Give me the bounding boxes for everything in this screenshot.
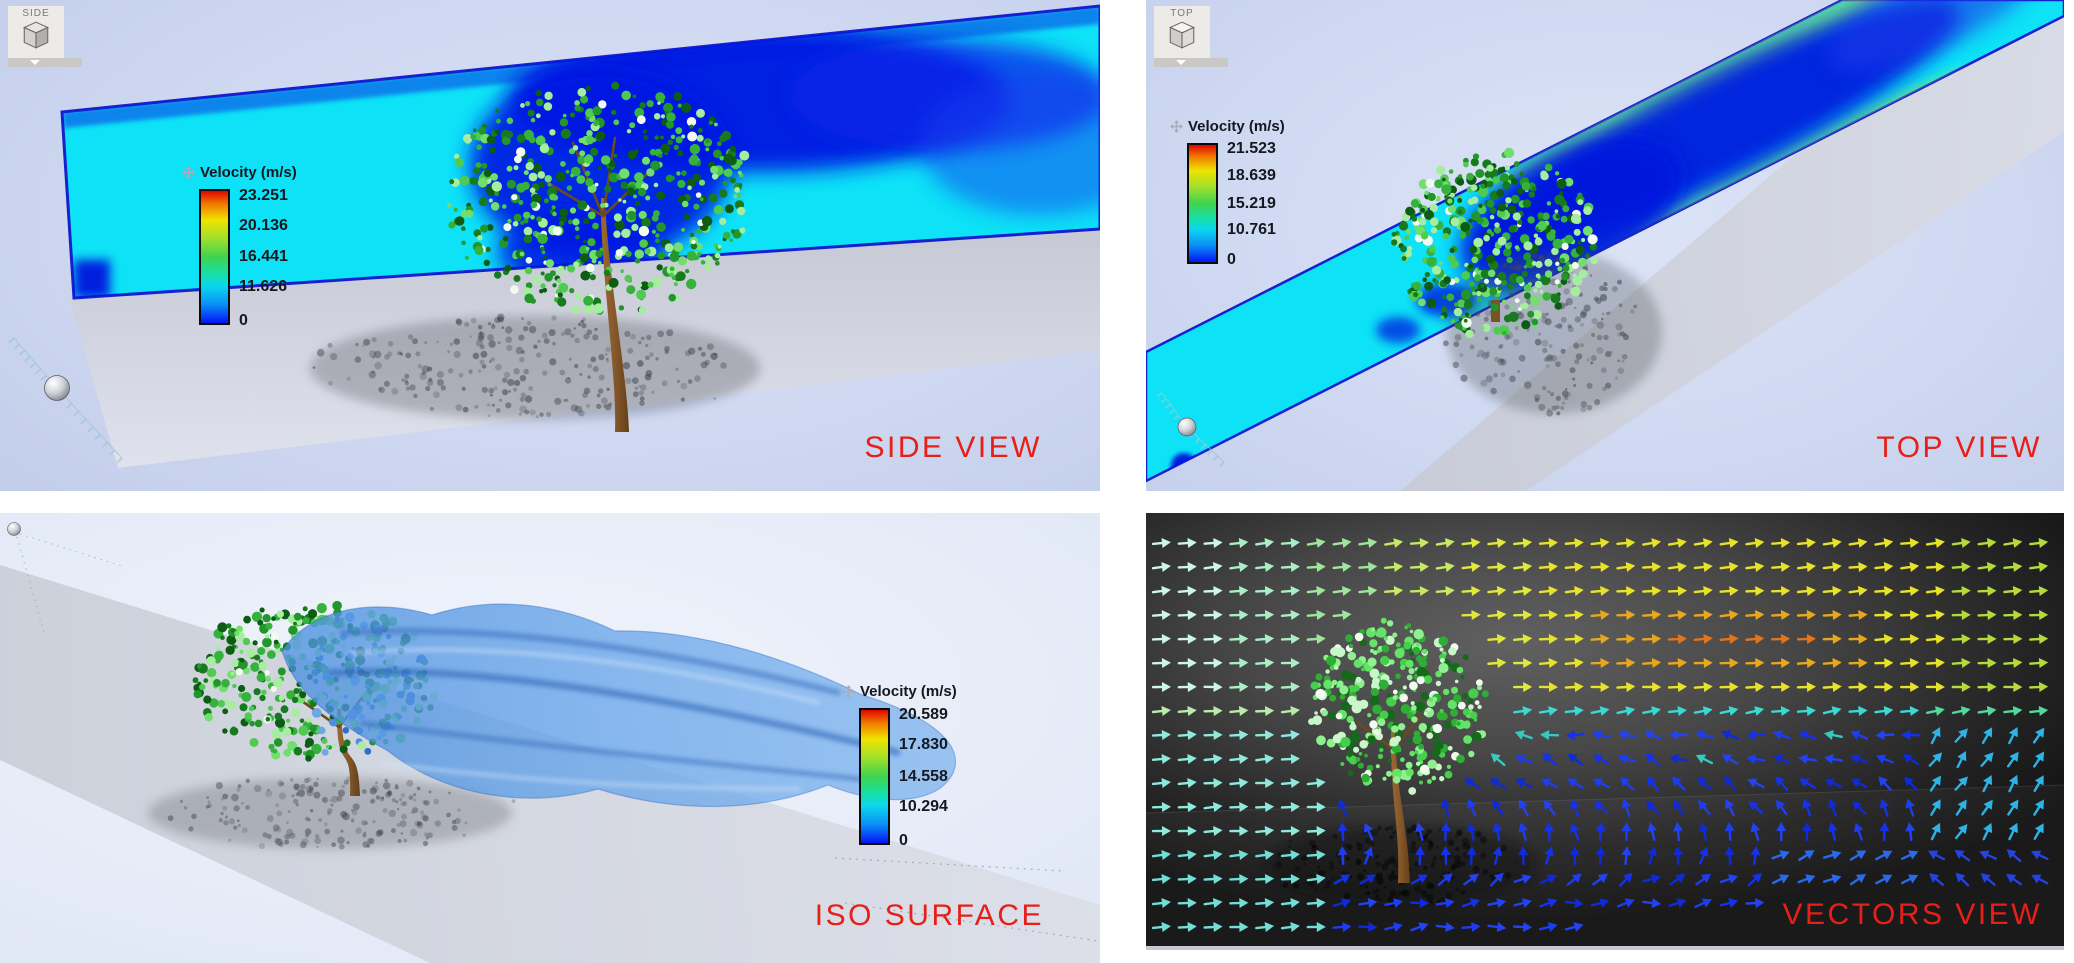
cube-icon[interactable] [1166, 19, 1198, 51]
legend-value: 20.589 [899, 705, 948, 723]
viewport-iso-surface[interactable]: Velocity (m/s) 20.589 17.830 14.558 10.2… [0, 513, 1100, 963]
legend-title: Velocity (m/s) [860, 683, 957, 700]
legend-value: 10.294 [899, 797, 948, 815]
legend-value: 17.830 [899, 735, 948, 753]
legend-colorbar [1187, 143, 1218, 264]
legend-tick-labels: 20.589 17.830 14.558 10.294 0 [899, 705, 979, 849]
legend-value: 21.523 [1227, 140, 1276, 158]
legend-title-row: Velocity (m/s) [842, 683, 957, 700]
velocity-wake-contours [62, 6, 1100, 298]
legend-title-row: Velocity (m/s) [182, 164, 297, 181]
velocity-legend[interactable]: Velocity (m/s) 20.589 17.830 14.558 10.2… [842, 683, 957, 849]
legend-value: 11.626 [239, 277, 288, 295]
view-cube-box[interactable]: SIDE [8, 6, 64, 58]
view-cube-box[interactable]: TOP [1154, 6, 1210, 58]
iso-surface-wake [281, 603, 957, 808]
move-handle-icon[interactable] [1170, 120, 1183, 133]
ground-horizon-line [1146, 784, 2064, 814]
view-cube-widget[interactable]: SIDE [8, 6, 82, 67]
top-view-scene [1146, 0, 2064, 491]
tree-crown [1391, 147, 1598, 339]
legend-body: 23.251 20.136 16.441 11.626 0 [199, 187, 297, 329]
vectors-scene [1146, 538, 2064, 946]
tree [1308, 617, 1489, 883]
legend-title-row: Velocity (m/s) [1170, 118, 1285, 135]
viewport-top-view[interactable]: TOP Velocity (m/s) 21.523 18.639 15.219 … [1146, 0, 2064, 491]
legend-tick-labels: 23.251 20.136 16.441 11.626 0 [239, 186, 319, 329]
legend-value: 0 [899, 831, 908, 849]
side-view-scene [8, 4, 1100, 468]
viewcube-expand-strip[interactable] [8, 58, 82, 67]
viewport-vectors-view[interactable]: VECTORS VIEW [1146, 513, 2064, 950]
view-annotation-label: VECTORS VIEW [1782, 898, 2042, 931]
cube-icon[interactable] [20, 19, 52, 51]
legend-value: 16.441 [239, 248, 288, 265]
legend-value: 0 [239, 311, 248, 329]
legend-value: 20.136 [239, 216, 288, 234]
velocity-vector-field [1151, 538, 2049, 932]
legend-title: Velocity (m/s) [1188, 118, 1285, 135]
view-cube-widget[interactable]: TOP [1154, 6, 1228, 67]
legend-value: 14.558 [899, 767, 948, 785]
legend-value: 23.251 [239, 186, 288, 204]
legend-value: 15.219 [1227, 194, 1276, 212]
origin-sphere-handle[interactable] [44, 375, 70, 401]
view-annotation-label: SIDE VIEW [864, 431, 1042, 464]
iso-surface-scene [0, 522, 1100, 963]
legend-tick-labels: 21.523 18.639 15.219 10.761 0 [1227, 140, 1307, 268]
tree [446, 81, 750, 432]
move-handle-icon[interactable] [842, 685, 855, 698]
origin-sphere-handle[interactable] [1177, 417, 1197, 437]
view-annotation-label: ISO SURFACE [814, 899, 1044, 932]
velocity-legend[interactable]: Velocity (m/s) 23.251 20.136 16.441 11.6… [182, 164, 297, 329]
legend-value: 0 [1227, 251, 1236, 269]
domain-dotted-edge [19, 533, 126, 568]
viewcube-expand-strip[interactable] [1154, 58, 1228, 67]
legend-title: Velocity (m/s) [200, 164, 297, 181]
domain-dashed-edge [834, 857, 1064, 872]
view-cube-label: TOP [1170, 8, 1194, 19]
tree-shadow [310, 313, 760, 420]
legend-colorbar [859, 708, 890, 845]
legend-body: 21.523 18.639 15.219 10.761 0 [1187, 140, 1285, 268]
view-annotation-label: TOP VIEW [1876, 431, 2042, 464]
tree-shadow [148, 776, 516, 850]
velocity-legend[interactable]: Velocity (m/s) 21.523 18.639 15.219 10.7… [1170, 118, 1285, 268]
legend-body: 20.589 17.830 14.558 10.294 0 [859, 706, 957, 849]
move-handle-icon[interactable] [182, 166, 195, 179]
legend-colorbar [199, 189, 230, 325]
view-cube-label: SIDE [22, 8, 50, 19]
domain-dashed-edge [844, 902, 1099, 942]
legend-value: 10.761 [1227, 221, 1276, 239]
ground-plane [1146, 785, 2064, 946]
origin-sphere-handle[interactable] [7, 522, 21, 536]
legend-value: 18.639 [1227, 166, 1276, 184]
viewport-side-view[interactable]: SIDE Velocity (m/s) 23.251 20.136 16.441… [0, 0, 1100, 491]
